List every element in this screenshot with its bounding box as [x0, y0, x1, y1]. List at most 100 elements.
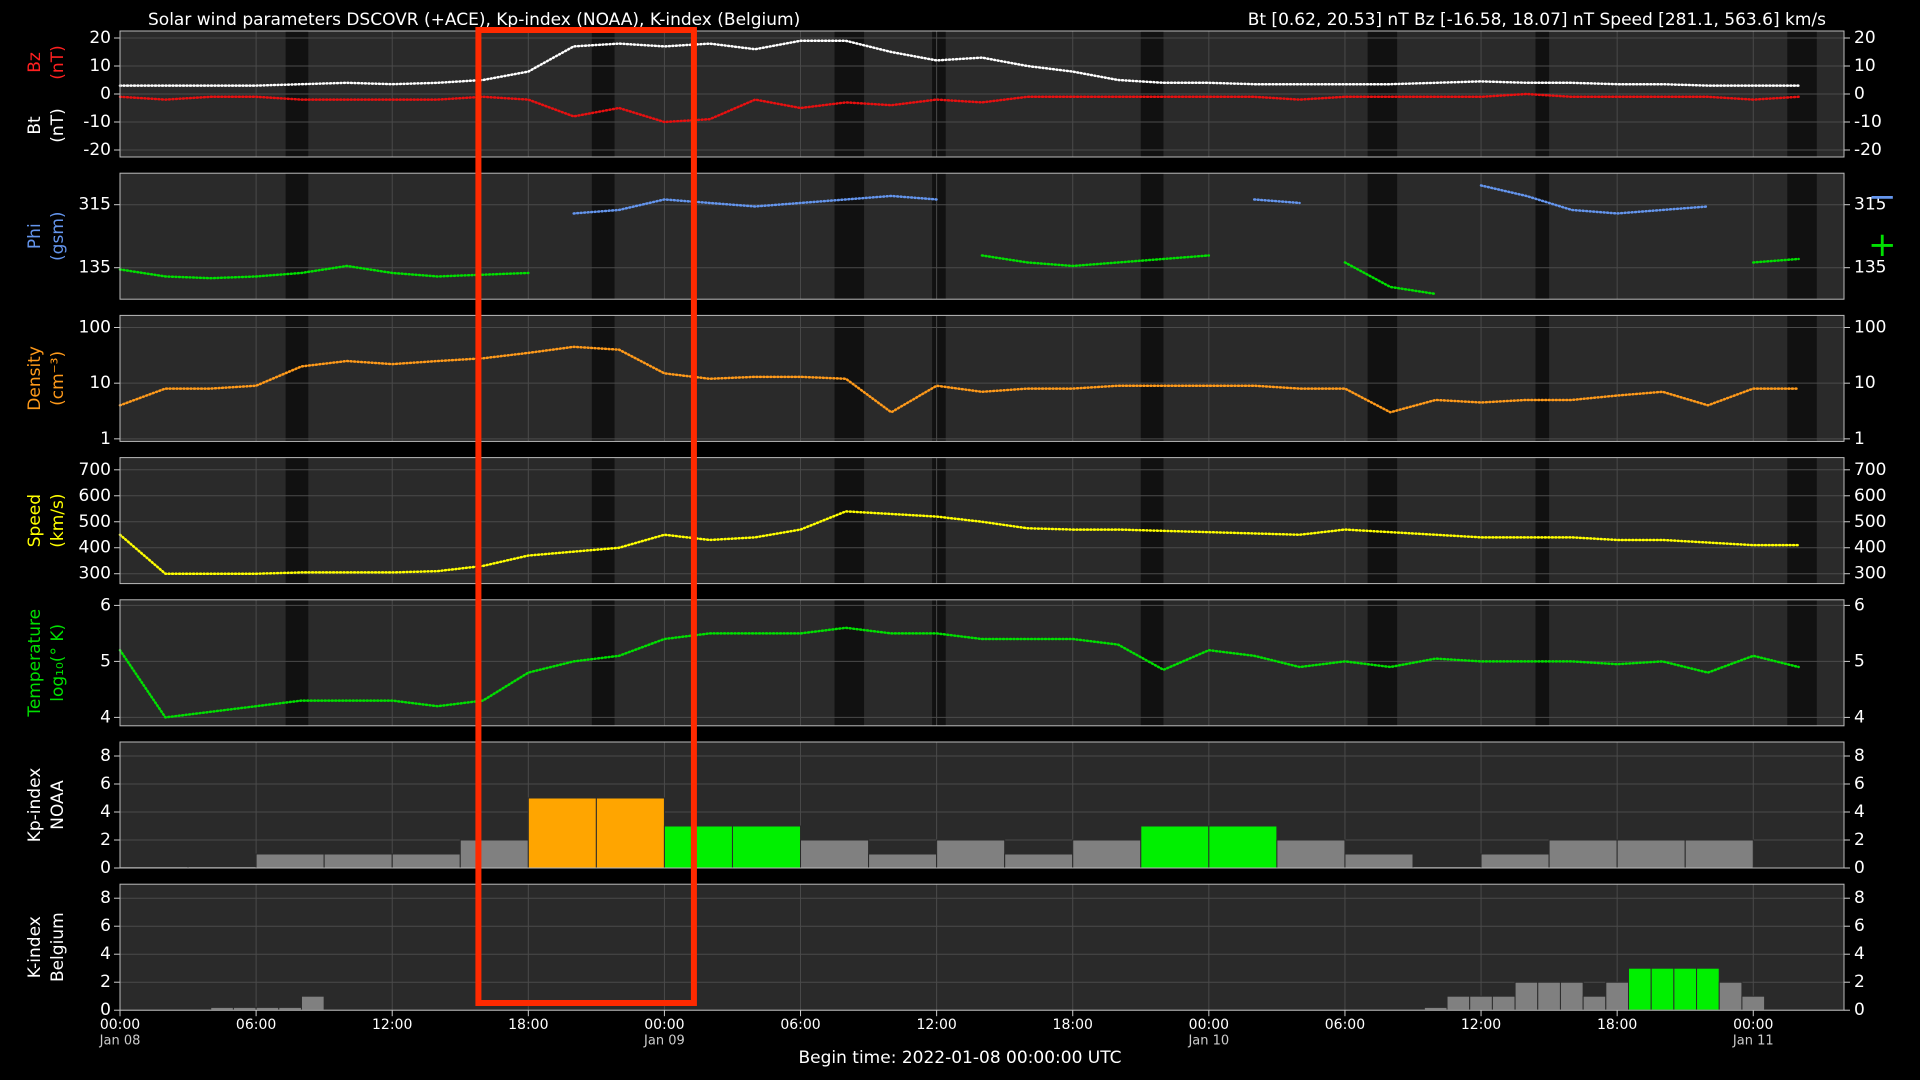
y-tick-label: 315: [1854, 195, 1886, 215]
data-line: [1479, 184, 1710, 215]
data-gap: [1367, 315, 1398, 442]
data-line: [118, 345, 1800, 414]
y-tick-label: 10: [89, 56, 111, 76]
bar: [1446, 995, 1471, 1011]
bar: [663, 825, 733, 869]
bar: [1469, 995, 1493, 1011]
y-tick-label: 600: [79, 486, 111, 506]
y-tick-label: 0: [100, 858, 111, 878]
bar: [868, 853, 938, 869]
data-gap: [834, 173, 865, 300]
y-axis-label: Temperature: [25, 609, 45, 718]
bar: [595, 797, 665, 869]
data-gap: [1140, 457, 1164, 584]
data-gap: [1787, 457, 1817, 584]
data-gap: [1367, 173, 1398, 300]
y-tick-label: 5: [100, 651, 111, 671]
data-gap: [285, 457, 309, 584]
y-tick-label: 2: [1854, 830, 1865, 850]
bar: [1582, 995, 1607, 1011]
bar: [731, 825, 802, 869]
x-tick-label: 00:00: [644, 1017, 684, 1033]
bar: [527, 797, 597, 869]
bar: [1514, 981, 1539, 1011]
highlight-box: [475, 27, 697, 1006]
bar: [1673, 967, 1698, 1011]
y-tick-label: 6: [100, 916, 111, 936]
y-tick-label: 6: [100, 595, 111, 615]
bar: [1140, 825, 1210, 869]
bar: [1696, 967, 1720, 1011]
y-axis-label: (km/s): [48, 493, 68, 547]
data-gap: [1367, 599, 1398, 726]
plot-area: [120, 315, 1844, 442]
bar: [1276, 839, 1346, 869]
plot-frame: [119, 883, 1845, 1011]
y-axis-label: Speed: [25, 494, 45, 547]
plot-frame: [119, 599, 1845, 727]
y-tick-label: 6: [1854, 595, 1865, 615]
y-tick-label: 4: [1854, 707, 1865, 727]
bar: [323, 853, 393, 869]
y-tick-label: 8: [1854, 746, 1865, 766]
data-gap: [932, 315, 946, 442]
y-axis-label: Bz: [25, 52, 45, 73]
y-tick-label: 4: [100, 707, 111, 727]
plot-frame: [119, 741, 1845, 869]
y-tick-label: -20: [83, 140, 111, 160]
bar: [1605, 981, 1630, 1011]
bar: [1650, 967, 1675, 1011]
plot-area: [120, 884, 1844, 1011]
x-tick-label: 12:00: [372, 1017, 412, 1033]
y-axis-label: Kp-index: [25, 768, 45, 843]
data-gap: [1535, 173, 1550, 300]
bar: [1616, 839, 1686, 869]
y-tick-label: 0: [100, 84, 111, 104]
data-line: [1343, 261, 1437, 296]
y-axis-label: (cm⁻³): [48, 351, 68, 406]
y-axis-label: Bt: [25, 116, 45, 135]
x-tick-date: Jan 11: [1732, 1034, 1774, 1049]
bar: [300, 995, 325, 1011]
data-gap: [285, 315, 309, 442]
y-tick-label: -10: [1854, 112, 1882, 132]
y-tick-label: 8: [1854, 888, 1865, 908]
data-gap: [591, 599, 615, 726]
x-tick-label: 12:00: [916, 1017, 956, 1033]
y-tick-label: 5: [1854, 651, 1865, 671]
y-tick-label: 135: [79, 258, 111, 278]
bar: [800, 839, 870, 869]
bar: [391, 853, 461, 869]
x-tick-label: 18:00: [1597, 1017, 1637, 1033]
y-tick-label: 700: [79, 460, 111, 480]
y-tick-label: 10: [89, 373, 111, 393]
bar: [1537, 981, 1561, 1011]
plot-frame: [119, 30, 1845, 158]
y-tick-label: 4: [1854, 802, 1865, 822]
data-gap: [1787, 315, 1817, 442]
data-gap: [932, 457, 946, 584]
y-tick-label: 400: [1854, 538, 1886, 558]
y-axis-label: (nT): [48, 108, 68, 142]
data-gap: [1535, 315, 1550, 442]
data-line: [572, 194, 938, 215]
data-line: [118, 264, 530, 280]
y-tick-label: 20: [1854, 28, 1876, 48]
bar: [1491, 995, 1516, 1011]
data-gap: [932, 599, 946, 726]
y-tick-label: 1: [1854, 429, 1865, 449]
x-tick-date: Jan 10: [1187, 1034, 1229, 1049]
x-tick-date: Jan 08: [99, 1034, 141, 1049]
y-tick-label: 0: [1854, 858, 1865, 878]
bar: [1628, 967, 1652, 1011]
y-tick-label: 600: [1854, 486, 1886, 506]
data-line: [980, 254, 1211, 268]
y-tick-label: 6: [1854, 774, 1865, 794]
data-gap: [591, 315, 615, 442]
y-tick-label: -10: [83, 112, 111, 132]
y-tick-label: 100: [1854, 318, 1886, 338]
x-tick-label: 18:00: [508, 1017, 548, 1033]
bar: [255, 853, 325, 869]
data-gap: [591, 457, 615, 584]
